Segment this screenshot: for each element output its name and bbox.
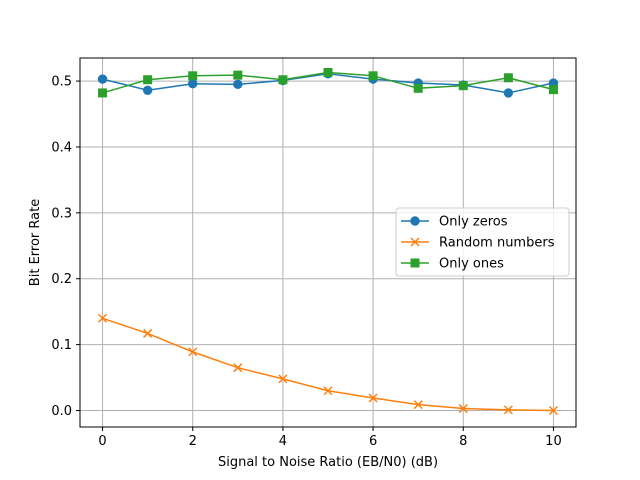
x-tick-label: 6 [369, 434, 377, 449]
x-axis-ticks: 0 2 4 6 8 10 [98, 427, 562, 449]
legend-label: Only zeros [439, 215, 508, 230]
data-point-random-numbers [98, 313, 108, 323]
x-marker-stroke [548, 405, 558, 416]
x-marker-stroke [503, 405, 513, 415]
data-point-only-ones [278, 75, 288, 85]
series-only-ones [98, 67, 558, 98]
legend-marker [410, 258, 420, 268]
legend: Only zeros Random numbers Only ones [395, 207, 570, 277]
legend-label: Random numbers [439, 236, 555, 251]
data-point-only-zeros [188, 78, 198, 89]
data-point-only-ones [323, 67, 333, 77]
data-point-only-ones [368, 71, 378, 81]
data-point-random-numbers [233, 363, 243, 373]
data-point-only-ones [548, 85, 558, 95]
data-point-random-numbers [548, 405, 558, 416]
series-line-random-numbers [102, 317, 554, 412]
y-tick-label: 0.0 [51, 404, 72, 419]
data-point-only-zeros [233, 79, 243, 90]
legend-marker [410, 237, 420, 247]
y-tick-label: 0.3 [51, 206, 72, 221]
y-tick-label: 0.1 [51, 338, 72, 353]
data-point-only-ones [458, 81, 468, 91]
y-tick-label: 0.2 [51, 272, 72, 287]
y-axis-ticks: 0.0 0.1 0.2 0.3 0.4 0.5 [51, 75, 80, 419]
legend-item-only-ones: Only ones [401, 257, 504, 272]
data-point-random-numbers [458, 404, 468, 414]
x-marker-stroke [98, 313, 108, 323]
series-random-numbers [98, 313, 558, 416]
data-point-only-ones [188, 71, 198, 81]
data-point-random-numbers [413, 400, 423, 410]
series-layer [97, 67, 559, 416]
y-tick-label: 0.4 [51, 140, 72, 155]
data-point-only-ones [413, 83, 423, 93]
legend-item-random-numbers: Random numbers [401, 236, 555, 251]
y-tick-label: 0.5 [51, 75, 72, 90]
x-marker-stroke [233, 363, 243, 373]
data-point-only-ones [98, 88, 108, 98]
x-tick-label: 0 [98, 434, 106, 449]
x-marker-stroke [278, 374, 288, 384]
legend-box [395, 207, 570, 277]
x-tick-label: 4 [279, 434, 287, 449]
x-marker-stroke [368, 393, 378, 403]
legend-marker [410, 216, 420, 226]
legend-label: Only ones [439, 257, 504, 272]
plot-area-frame [79, 57, 577, 428]
x-marker-stroke [410, 237, 420, 247]
data-point-only-ones [503, 73, 513, 83]
x-marker-stroke [458, 404, 468, 414]
data-point-random-numbers [188, 347, 198, 357]
data-point-only-ones [233, 70, 243, 80]
data-point-random-numbers [503, 405, 513, 415]
x-axis-label: Signal to Noise Ratio (EB/N0) (dB) [218, 455, 438, 470]
x-marker-stroke [413, 400, 423, 410]
data-point-random-numbers [143, 328, 153, 338]
data-point-only-zeros [142, 85, 153, 95]
x-tick-label: 8 [459, 434, 467, 449]
x-marker-stroke [188, 347, 198, 357]
x-tick-label: 10 [545, 434, 562, 449]
data-point-random-numbers [278, 374, 288, 384]
data-point-only-ones [143, 75, 153, 85]
data-point-only-zeros [97, 74, 108, 84]
x-marker-stroke [323, 386, 333, 396]
data-point-only-zeros [503, 88, 514, 98]
y-axis-label: Bit Error Rate [28, 199, 43, 286]
data-point-random-numbers [323, 386, 333, 396]
x-marker-stroke [143, 328, 153, 338]
legend-item-only-zeros: Only zeros [401, 215, 508, 230]
x-tick-label: 2 [189, 434, 197, 449]
data-point-random-numbers [368, 393, 378, 403]
